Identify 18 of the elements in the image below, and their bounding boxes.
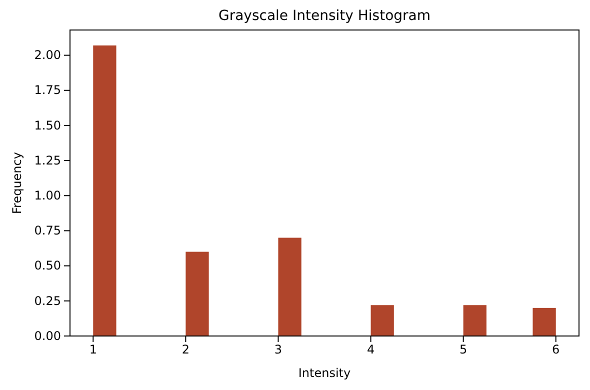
- y-tick-label: 0.75: [34, 224, 61, 238]
- y-tick-label: 1.75: [34, 83, 61, 98]
- x-tick-label: 3: [274, 342, 282, 357]
- y-tick-label: 0.25: [34, 294, 61, 308]
- x-tick-label: 1: [89, 342, 97, 357]
- y-tick-label: 2.00: [34, 48, 61, 62]
- chart-title: Grayscale Intensity Histogram: [218, 8, 431, 24]
- y-axis-title: Frequency: [10, 152, 24, 214]
- x-axis-title: Intensity: [298, 366, 351, 380]
- y-tick-label: 0.50: [34, 258, 61, 273]
- x-tick-label: 2: [182, 342, 190, 357]
- y-tick-label: 1.00: [34, 188, 61, 202]
- x-tick-label: 6: [552, 342, 560, 357]
- x-tick-label: 4: [366, 342, 375, 357]
- y-tick-label: 0.00: [34, 328, 61, 343]
- x-tick-label: 5: [460, 342, 468, 357]
- y-tick-label: 1.25: [34, 153, 61, 168]
- y-tick-label: 1.50: [34, 118, 61, 132]
